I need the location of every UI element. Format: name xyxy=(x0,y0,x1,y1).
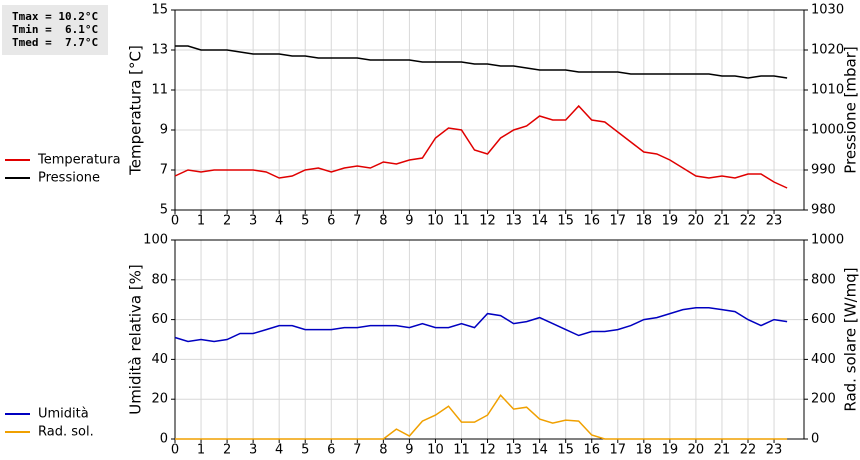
x-tick-label: 3 xyxy=(249,214,257,229)
x-tick-label: 5 xyxy=(301,214,309,229)
y2-tick-label: 600 xyxy=(811,312,836,327)
x-tick-label: 17 xyxy=(610,214,627,229)
series-line xyxy=(174,104,788,189)
plot-area xyxy=(175,10,804,210)
y2-tick-label: 800 xyxy=(811,272,836,287)
y2-tick-label: 1000 xyxy=(811,123,844,138)
x-tick-label: 14 xyxy=(531,214,548,229)
x-tick-label: 18 xyxy=(636,214,653,229)
x-tick-label: 20 xyxy=(688,214,705,229)
legend-label: Rad. sol. xyxy=(38,425,94,440)
x-tick-label: 13 xyxy=(505,443,522,458)
series-line xyxy=(175,45,788,79)
x-tick-label: 23 xyxy=(766,443,783,458)
stats-text: Tmin = 6.1°C xyxy=(12,23,98,36)
y-axis-title: Temperatura [°C] xyxy=(127,45,145,176)
plot-area xyxy=(175,240,804,439)
y-tick-label: 7 xyxy=(160,163,168,178)
y2-axis-title: Pressione [mbar] xyxy=(842,46,860,174)
x-tick-label: 1 xyxy=(197,443,205,458)
y-tick-label: 13 xyxy=(151,43,168,58)
x-tick-label: 22 xyxy=(740,214,757,229)
x-tick-label: 20 xyxy=(688,443,705,458)
x-tick-label: 14 xyxy=(531,443,548,458)
x-tick-label: 8 xyxy=(379,443,387,458)
x-tick-label: 6 xyxy=(327,443,335,458)
y-tick-label: 40 xyxy=(151,352,168,367)
y2-axis-title: Rad. solare [W/mq] xyxy=(842,267,860,411)
y2-tick-label: 0 xyxy=(811,432,819,447)
x-tick-label: 0 xyxy=(171,214,179,229)
y-tick-label: 9 xyxy=(160,123,168,138)
y-tick-label: 60 xyxy=(151,312,168,327)
x-tick-label: 16 xyxy=(583,443,600,458)
x-tick-label: 10 xyxy=(427,214,444,229)
x-tick-label: 13 xyxy=(505,214,522,229)
x-tick-label: 11 xyxy=(453,443,470,458)
x-tick-label: 6 xyxy=(327,214,335,229)
x-tick-label: 7 xyxy=(353,443,361,458)
y2-tick-label: 400 xyxy=(811,352,836,367)
x-tick-label: 21 xyxy=(714,443,731,458)
x-tick-label: 10 xyxy=(427,443,444,458)
x-tick-label: 1 xyxy=(197,214,205,229)
x-tick-label: 21 xyxy=(714,214,731,229)
x-tick-label: 0 xyxy=(171,443,179,458)
x-tick-label: 12 xyxy=(479,443,496,458)
y-tick-label: 5 xyxy=(160,203,168,218)
x-tick-label: 15 xyxy=(557,443,574,458)
y-tick-label: 11 xyxy=(151,83,168,98)
x-tick-label: 2 xyxy=(223,443,231,458)
plot-frame xyxy=(174,239,805,440)
x-tick-label: 11 xyxy=(453,214,470,229)
x-tick-label: 9 xyxy=(405,443,413,458)
x-tick-label: 15 xyxy=(557,214,574,229)
y2-tick-label: 1030 xyxy=(811,3,844,18)
x-tick-label: 19 xyxy=(662,443,679,458)
x-tick-label: 18 xyxy=(636,443,653,458)
y2-tick-label: 1020 xyxy=(811,43,844,58)
x-tick-label: 17 xyxy=(610,443,627,458)
x-tick-label: 8 xyxy=(379,214,387,229)
x-tick-label: 16 xyxy=(583,214,600,229)
legend-label: Temperatura xyxy=(37,153,121,168)
stats-text: Tmed = 7.7°C xyxy=(12,36,98,49)
y2-tick-label: 1010 xyxy=(811,83,844,98)
plot-frame xyxy=(174,9,805,211)
y-tick-label: 0 xyxy=(160,432,168,447)
x-tick-label: 7 xyxy=(353,214,361,229)
x-tick-label: 22 xyxy=(740,443,757,458)
x-tick-label: 5 xyxy=(301,443,309,458)
series-line xyxy=(174,306,788,343)
y-tick-label: 20 xyxy=(151,392,168,407)
x-tick-label: 19 xyxy=(662,214,679,229)
legend-label: Umidità xyxy=(38,407,89,422)
y-tick-label: 100 xyxy=(143,233,168,248)
x-tick-label: 2 xyxy=(223,214,231,229)
x-tick-label: 9 xyxy=(405,214,413,229)
x-tick-label: 4 xyxy=(275,214,283,229)
y2-tick-label: 200 xyxy=(811,392,836,407)
x-tick-label: 3 xyxy=(249,443,257,458)
y-tick-label: 15 xyxy=(151,3,168,18)
x-tick-label: 12 xyxy=(479,214,496,229)
y2-tick-label: 980 xyxy=(811,203,836,218)
stats-box xyxy=(2,5,108,55)
y-axis-title: Umidità relativa [%] xyxy=(127,264,145,415)
legend-label: Pressione xyxy=(38,171,100,186)
y2-tick-label: 990 xyxy=(811,163,836,178)
x-tick-label: 4 xyxy=(275,443,283,458)
y2-tick-label: 1000 xyxy=(811,233,844,248)
x-tick-label: 23 xyxy=(766,214,783,229)
y-tick-label: 80 xyxy=(151,272,168,287)
series-line xyxy=(175,393,788,440)
stats-text: Tmax = 10.2°C xyxy=(12,10,98,23)
